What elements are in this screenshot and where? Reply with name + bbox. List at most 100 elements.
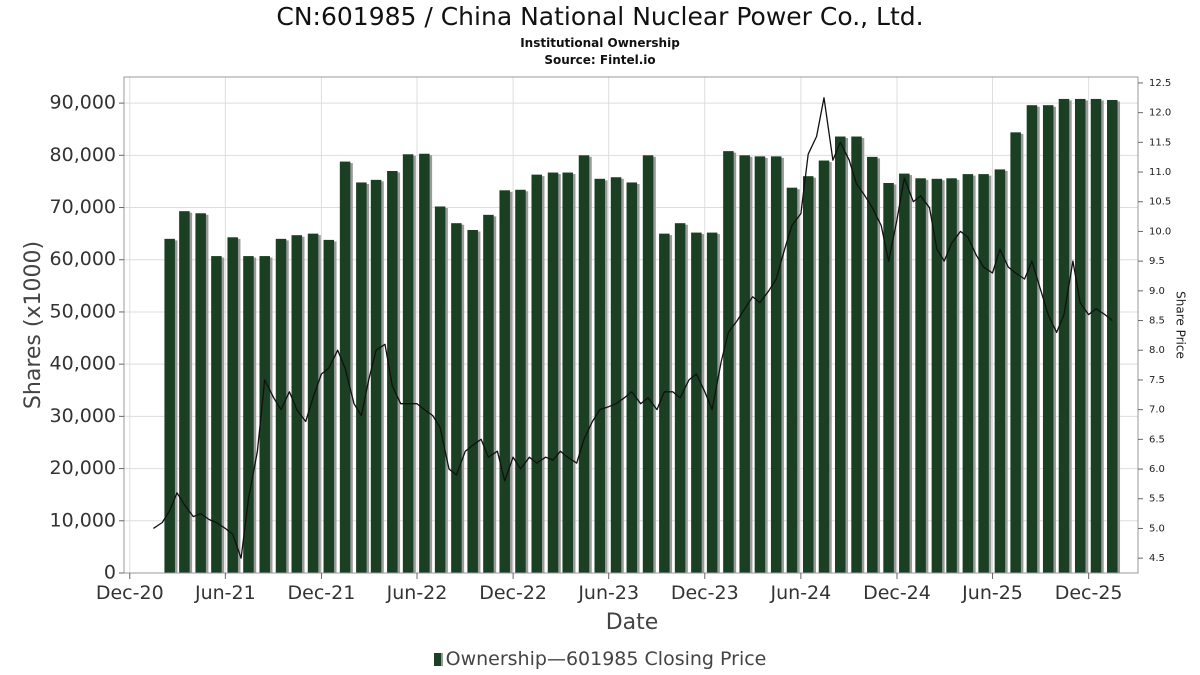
ownership-bar: [610, 177, 622, 574]
x-tick-label: Jun-22: [386, 582, 448, 604]
y2-tick-label: 9.0: [1149, 286, 1165, 297]
x-tick-label: Dec-21: [288, 582, 356, 604]
ownership-bar: [547, 172, 559, 573]
y-axis-left: 0 10,000 20,000 30,000 40,000 50,000 60,000 70,…: [50, 92, 124, 584]
ownership-bar: [851, 136, 862, 573]
y2-tick-label: 6.5: [1149, 434, 1165, 445]
ownership-bar: [1107, 99, 1118, 574]
y2-tick-label: 4.5: [1149, 553, 1165, 564]
ownership-bar: [1010, 132, 1021, 574]
y-tick-label: 0: [104, 562, 116, 584]
legend-price-label: 601985 Closing Price: [565, 648, 767, 670]
chart-subtitle: Institutional Ownership: [520, 36, 680, 50]
ownership-bar: [883, 182, 894, 573]
ownership-bar: [1026, 105, 1038, 573]
ownership-bar: [451, 223, 462, 574]
y2-tick-label: 11.5: [1149, 137, 1171, 148]
ownership-bar: [531, 174, 542, 574]
ownership-bar: [356, 182, 367, 573]
ownership-bar: [164, 238, 175, 573]
y2-tick-label: 5.5: [1149, 494, 1165, 505]
ownership-bar: [227, 237, 238, 573]
y2-tick-label: 10.5: [1149, 197, 1171, 208]
y2-tick-label: 9.5: [1149, 256, 1165, 267]
ownership-bar: [370, 179, 382, 573]
ownership-bar: [259, 256, 270, 573]
ownership-bar: [179, 211, 190, 574]
ownership-bar: [802, 176, 814, 573]
ownership-bar: [467, 229, 478, 573]
ownership-bar: [483, 214, 494, 573]
ownership-bar: [1074, 98, 1086, 574]
ownership-bar: [915, 178, 926, 573]
x-tick-label: Dec-22: [479, 582, 547, 604]
ownership-bar: [419, 153, 430, 573]
ownership-bar: [691, 232, 702, 573]
ownership-bar: [1058, 98, 1070, 574]
y-tick-label: 50,000: [50, 300, 116, 322]
ownership-bar: [275, 238, 287, 573]
y-tick-label: 80,000: [50, 144, 116, 166]
x-tick-label: Dec-25: [1055, 582, 1123, 604]
ownership-bar: [867, 156, 878, 573]
legend-ownership-label: Ownership: [445, 648, 547, 670]
ownership-bars: [164, 98, 1121, 574]
ownership-bar: [770, 156, 782, 574]
y-axis-label: Shares (x1000): [21, 241, 46, 409]
y2-tick-label: 7.0: [1149, 405, 1165, 416]
legend-ownership-swatch: [433, 653, 443, 666]
chart-source: Source: Fintel.io: [544, 53, 656, 67]
ownership-bar: [946, 178, 957, 573]
x-tick-label: Dec-20: [96, 582, 164, 604]
ownership-bar: [499, 190, 510, 573]
ownership-bar: [402, 154, 414, 573]
ownership-bar: [434, 206, 446, 573]
y2-tick-label: 12.5: [1149, 78, 1171, 89]
ownership-bar: [594, 178, 606, 573]
ownership-bar: [291, 235, 303, 574]
x-tick-label: Jun-23: [577, 582, 639, 604]
y-tick-label: 10,000: [50, 509, 116, 531]
x-tick-label: Jun-21: [194, 582, 256, 604]
x-tick-label: Jun-24: [770, 582, 832, 604]
y2-tick-label: 8.0: [1149, 345, 1165, 356]
ownership-bar: [835, 136, 846, 573]
ownership-bar: [723, 151, 734, 573]
ownership-bar: [307, 233, 319, 573]
x-tick-label: Dec-23: [671, 582, 739, 604]
y2-tick-label: 8.5: [1149, 316, 1165, 327]
price-line: [153, 97, 1113, 559]
x-axis: Dec-20 Jun-21 Dec-21 Jun-22 Dec-22 Jun-23 Dec-…: [96, 573, 1123, 604]
ownership-bar: [706, 232, 718, 573]
plot-border: [123, 76, 1139, 574]
ownership-bar: [978, 174, 989, 573]
plot-frame: [123, 76, 1139, 574]
ownership-bar: [931, 178, 943, 573]
chart-title: CN:601985 / China National Nuclear Power…: [276, 2, 924, 31]
y2-tick-label: 11.0: [1149, 167, 1171, 178]
x-axis-label: Date: [606, 610, 659, 635]
y-tick-label: 60,000: [50, 248, 116, 270]
price-line-path: [153, 97, 1113, 559]
legend: Ownership—601985 Closing Price: [0, 648, 1200, 670]
y2-tick-label: 7.5: [1149, 375, 1165, 386]
y-tick-label: 40,000: [50, 353, 116, 375]
ownership-bar: [626, 182, 638, 573]
ownership-bar: [818, 160, 830, 573]
ownership-bar: [195, 213, 206, 573]
ownership-bar: [323, 239, 335, 573]
ownership-bar: [387, 170, 398, 573]
y-tick-label: 70,000: [50, 196, 116, 218]
ownership-bar: [994, 169, 1006, 573]
y-tick-label: 90,000: [50, 92, 116, 114]
ownership-bar: [754, 156, 766, 574]
y-tick-label: 20,000: [50, 457, 116, 479]
ownership-bar: [659, 233, 670, 573]
ownership-bar: [211, 256, 222, 573]
ownership-bar: [962, 174, 974, 573]
y2-tick-label: 5.0: [1149, 523, 1165, 534]
ownership-bar: [899, 173, 910, 573]
ownership-bar: [562, 172, 573, 573]
ownership-bar: [1042, 105, 1054, 573]
